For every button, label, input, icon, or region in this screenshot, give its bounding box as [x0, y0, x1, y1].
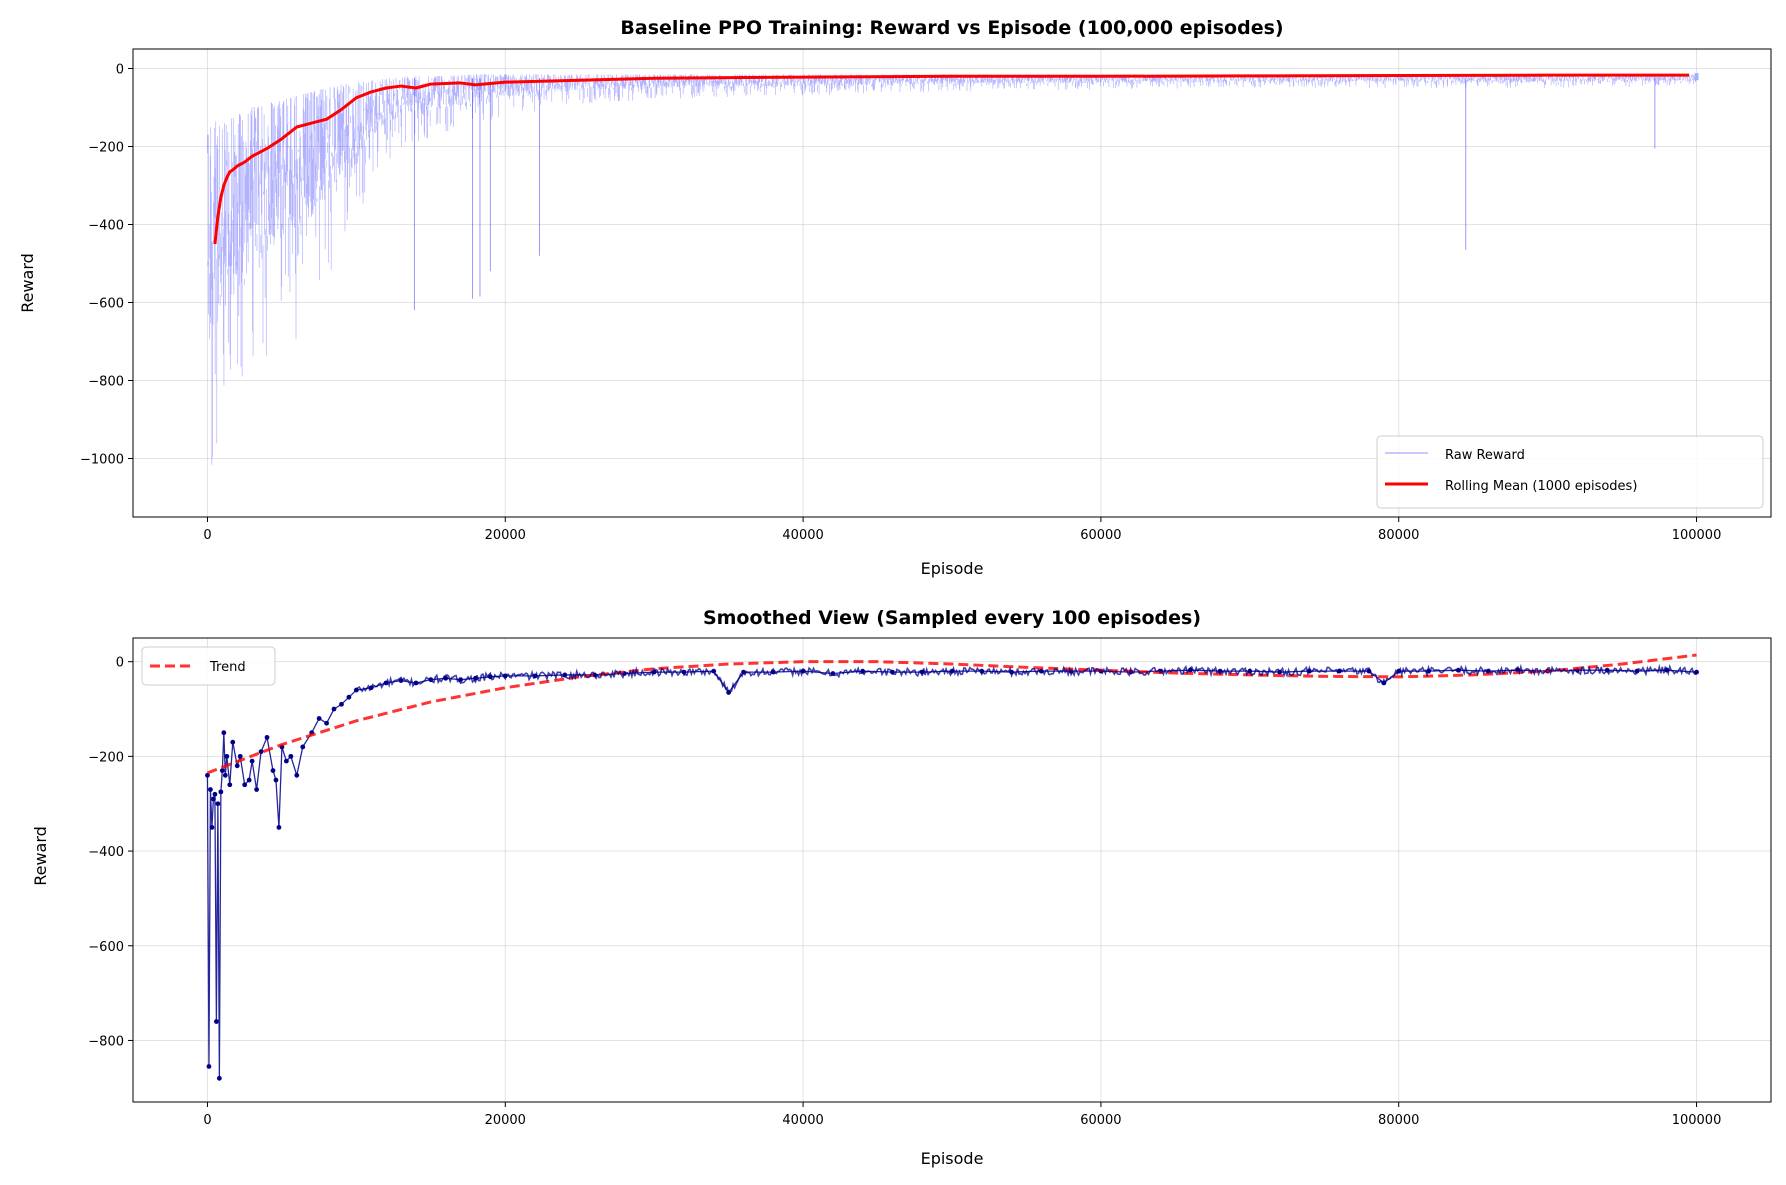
sampled-reward-point [209, 824, 215, 830]
sampled-reward-point [264, 735, 270, 740]
raw-reward-line [207, 74, 1697, 465]
sampled-reward-point [218, 789, 224, 795]
sampled-reward-point [215, 801, 221, 807]
bottom-plot-area [205, 653, 1699, 1081]
sampled-reward-point [249, 758, 255, 764]
sampled-reward-point [316, 716, 322, 721]
legend-rolling-mean-label: Rolling Mean (1000 episodes) [1445, 479, 1637, 494]
sampled-reward-point [283, 758, 289, 764]
sampled-reward-point [258, 749, 264, 755]
sampled-reward-point [224, 753, 230, 759]
top-subplot: Baseline PPO Training: Reward vs Episode… [18, 17, 1772, 578]
sampled-reward-point [242, 782, 248, 788]
bottom-subplot: Smoothed View (Sampled every 100 episode… [31, 607, 1772, 1168]
sampled-reward-point [212, 791, 218, 797]
sampled-reward-point [1694, 669, 1699, 675]
sampled-reward-point [219, 768, 225, 773]
x-tick-label: 20000 [485, 1113, 526, 1128]
x-tick-label: 60000 [1080, 528, 1121, 543]
rolling-mean-line [213, 73, 1690, 245]
sampled-reward-point [237, 753, 243, 759]
sampled-reward-point [222, 772, 228, 778]
legend-trend-label: Trend [209, 660, 246, 675]
x-tick-label: 40000 [782, 1113, 823, 1128]
sampled-reward-point [216, 1075, 222, 1081]
sampled-reward-point [273, 777, 279, 783]
x-tick-label: 80000 [1378, 1113, 1419, 1128]
top-legend: Raw Reward Rolling Mean (1000 episodes) [1376, 435, 1764, 509]
top-legend-box [1376, 435, 1764, 509]
sampled-reward-point [270, 768, 276, 773]
raw-reward-end-mark [1694, 73, 1699, 81]
y-tick-label: −600 [88, 940, 124, 955]
sampled-reward-point [300, 744, 306, 750]
top-tick-marks: 0 20000 40000 60000 80000 100000 −1000 −800 −600… [80, 63, 1721, 544]
x-tick-label: 100000 [1672, 528, 1722, 543]
y-tick-label: −200 [88, 141, 124, 156]
bottom-axes-frame [132, 637, 1772, 1103]
y-tick-label: −400 [88, 845, 124, 860]
sampled-reward-point [206, 1064, 212, 1069]
x-tick-label: 0 [203, 528, 211, 543]
top-y-axis-label: Reward [18, 253, 37, 313]
sampled-reward-point [324, 720, 329, 726]
y-tick-label: −800 [88, 375, 124, 390]
sampled-reward-point [331, 706, 337, 712]
y-tick-label: −200 [88, 750, 124, 765]
sampled-reward-point [254, 787, 259, 792]
bottom-legend-box [141, 646, 276, 686]
top-x-axis-label: Episode [921, 559, 984, 578]
bottom-x-axis-label: Episode [921, 1149, 984, 1168]
y-tick-label: 0 [116, 63, 124, 78]
legend-raw-reward-label: Raw Reward [1445, 448, 1525, 463]
x-tick-label: 0 [203, 1113, 211, 1128]
bottom-chart-title: Smoothed View (Sampled every 100 episode… [703, 607, 1201, 629]
bottom-tick-marks: 0 20000 40000 60000 80000 100000 −800 −600 −400 −… [88, 656, 1721, 1128]
sampled-reward-point [211, 796, 216, 802]
x-tick-label: 20000 [485, 528, 526, 543]
bottom-legend: Trend [141, 646, 276, 686]
y-tick-label: −600 [88, 297, 124, 312]
sampled-reward-point [227, 782, 233, 788]
top-axes-frame [132, 48, 1772, 518]
x-tick-label: 100000 [1672, 1113, 1722, 1128]
sampled-reward-point [276, 824, 282, 830]
sampled-reward-point [246, 777, 252, 783]
y-tick-label: −400 [88, 219, 124, 234]
x-tick-label: 60000 [1080, 1113, 1121, 1128]
x-tick-label: 40000 [782, 528, 823, 543]
top-plot-area [207, 73, 1699, 465]
x-tick-label: 80000 [1378, 528, 1419, 543]
sampled-reward-dense-line [355, 663, 1697, 694]
y-tick-label: −800 [88, 1034, 124, 1049]
sampled-reward-point [234, 763, 240, 769]
sampled-reward-point [221, 730, 227, 736]
sampled-reward-point [288, 753, 294, 759]
sampled-reward-point [230, 739, 236, 745]
top-chart-title: Baseline PPO Training: Reward vs Episode… [620, 17, 1283, 39]
y-tick-label: −1000 [80, 453, 124, 468]
sampled-reward-point [213, 1019, 219, 1024]
sampled-reward-point [346, 694, 352, 700]
y-tick-label: 0 [116, 656, 124, 671]
sampled-reward-point [339, 701, 344, 707]
sampled-reward-point [294, 772, 300, 778]
bottom-grid [133, 638, 1771, 1102]
sampled-reward-point [208, 787, 213, 792]
bottom-y-axis-label: Reward [31, 826, 50, 886]
trend-line [206, 653, 1697, 775]
sampled-reward-point [205, 772, 210, 778]
